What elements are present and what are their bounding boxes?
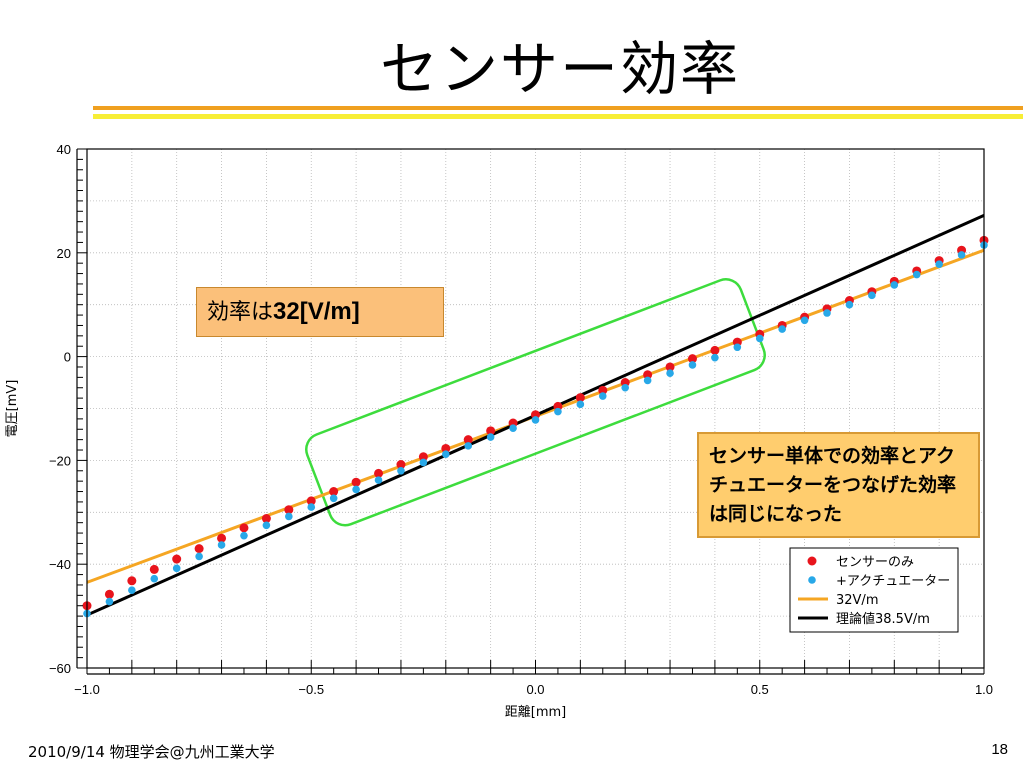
- point-with-actuator: [105, 597, 114, 606]
- title-rule-orange: [93, 106, 1023, 110]
- point-with-actuator: [217, 541, 226, 549]
- point-with-actuator: [554, 407, 562, 416]
- point-sensor-only: [710, 345, 720, 355]
- y-tick-label: 20: [57, 246, 71, 261]
- point-sensor-only: [149, 564, 159, 574]
- point-sensor-only: [575, 393, 585, 403]
- point-sensor-only: [643, 370, 653, 380]
- y-tick-label: 0: [64, 350, 71, 365]
- point-with-actuator: [374, 476, 383, 484]
- comparison-note: センサー単体での効率とアクチュエーターをつなげた効率は同じになった: [697, 432, 980, 538]
- point-sensor-only: [351, 477, 361, 487]
- y-axis-title: 電圧[mV]: [5, 380, 20, 438]
- point-with-actuator: [285, 512, 293, 521]
- point-with-actuator: [666, 369, 674, 378]
- point-with-actuator: [531, 416, 540, 424]
- legend-label: センサーのみ: [836, 555, 914, 570]
- efficiency-callout-text: 効率は: [207, 300, 274, 325]
- point-with-actuator: [419, 458, 428, 467]
- y-tick-label: −60: [49, 661, 71, 676]
- point-with-actuator: [912, 270, 921, 279]
- point-with-actuator: [307, 503, 316, 511]
- point-with-actuator: [733, 343, 742, 352]
- point-with-actuator: [352, 485, 360, 494]
- chart: −1.0 −0.5 0.0 0.5 1.0 −60 −40 −20 0 20 40 距離[mm] 電圧[…: [5, 142, 993, 720]
- point-with-actuator: [800, 316, 809, 325]
- point-sensor-only: [486, 426, 496, 436]
- point-sensor-only: [172, 554, 182, 564]
- legend-label: 32V/m: [836, 593, 878, 608]
- x-tick-label: 0.0: [526, 682, 544, 697]
- point-sensor-only: [127, 576, 137, 586]
- point-sensor-only: [687, 354, 697, 364]
- point-with-actuator: [172, 564, 181, 573]
- point-with-actuator: [128, 586, 136, 594]
- point-sensor-only: [665, 362, 675, 372]
- point-with-actuator: [195, 552, 203, 561]
- point-sensor-only: [194, 544, 204, 554]
- point-with-actuator: [576, 400, 585, 409]
- x-axis-title: 距離[mm]: [505, 705, 566, 720]
- point-sensor-only: [284, 505, 294, 515]
- x-tick-label: −1.0: [74, 682, 100, 697]
- title-rule-yellow: [93, 114, 1023, 119]
- point-sensor-only: [418, 452, 428, 462]
- legend-label: 理論値38.5V/m: [836, 611, 930, 627]
- point-sensor-only: [463, 435, 473, 445]
- point-sensor-only: [104, 589, 114, 599]
- point-with-actuator: [845, 300, 854, 309]
- point-with-actuator: [890, 281, 899, 289]
- point-with-actuator: [711, 353, 719, 362]
- point-with-actuator: [755, 334, 764, 343]
- point-with-actuator: [464, 442, 473, 450]
- y-tick-label: −20: [49, 453, 71, 468]
- point-with-actuator: [397, 466, 405, 475]
- point-with-actuator: [509, 424, 517, 433]
- point-with-actuator: [823, 309, 831, 317]
- legend-marker: [807, 556, 817, 566]
- plot-frame: [86, 148, 985, 669]
- point-with-actuator: [262, 521, 271, 530]
- point-sensor-only: [239, 523, 249, 533]
- point-with-actuator: [240, 531, 248, 540]
- point-with-actuator: [957, 251, 966, 259]
- point-with-actuator: [935, 260, 943, 269]
- point-sensor-only: [261, 514, 271, 524]
- data-points: [82, 235, 989, 618]
- point-sensor-only: [306, 496, 316, 506]
- legend: センサーのみ +アクチュエーター 32V/m 理論値38.5V/m: [789, 547, 959, 633]
- legend-marker: [808, 576, 816, 584]
- y-tick-label: −40: [49, 557, 71, 572]
- point-sensor-only: [396, 460, 406, 470]
- page-number: 18: [991, 741, 1008, 758]
- point-with-actuator: [150, 574, 159, 583]
- efficiency-callout: 効率は32[V/m]: [196, 287, 444, 337]
- x-tick-label: 1.0: [975, 682, 993, 697]
- point-with-actuator: [329, 494, 338, 503]
- point-sensor-only: [217, 533, 227, 543]
- point-sensor-only: [441, 443, 451, 453]
- axes: −1.0 −0.5 0.0 0.5 1.0 −60 −40 −20 0 20 40 距離[mm] 電圧[…: [5, 142, 993, 720]
- x-tick-label: 0.5: [751, 682, 769, 697]
- x-tick-label: −0.5: [298, 682, 324, 697]
- point-with-actuator: [643, 376, 652, 385]
- point-with-actuator: [621, 383, 629, 392]
- slide-title: センサー効率: [379, 35, 740, 103]
- footer-text: 2010/9/14 物理学会@九州工業大学: [28, 743, 275, 761]
- point-with-actuator: [778, 325, 786, 333]
- y-tick-label: 40: [57, 142, 71, 157]
- point-with-actuator: [442, 450, 450, 458]
- point-with-actuator: [486, 433, 495, 441]
- legend-label: +アクチュエーター: [836, 574, 950, 589]
- point-sensor-only: [598, 385, 608, 395]
- point-with-actuator: [688, 361, 697, 369]
- point-sensor-only: [329, 487, 339, 497]
- point-sensor-only: [374, 468, 384, 478]
- efficiency-callout-value: 32[V/m]: [273, 298, 360, 325]
- point-with-actuator: [868, 291, 876, 300]
- point-with-actuator: [598, 392, 607, 400]
